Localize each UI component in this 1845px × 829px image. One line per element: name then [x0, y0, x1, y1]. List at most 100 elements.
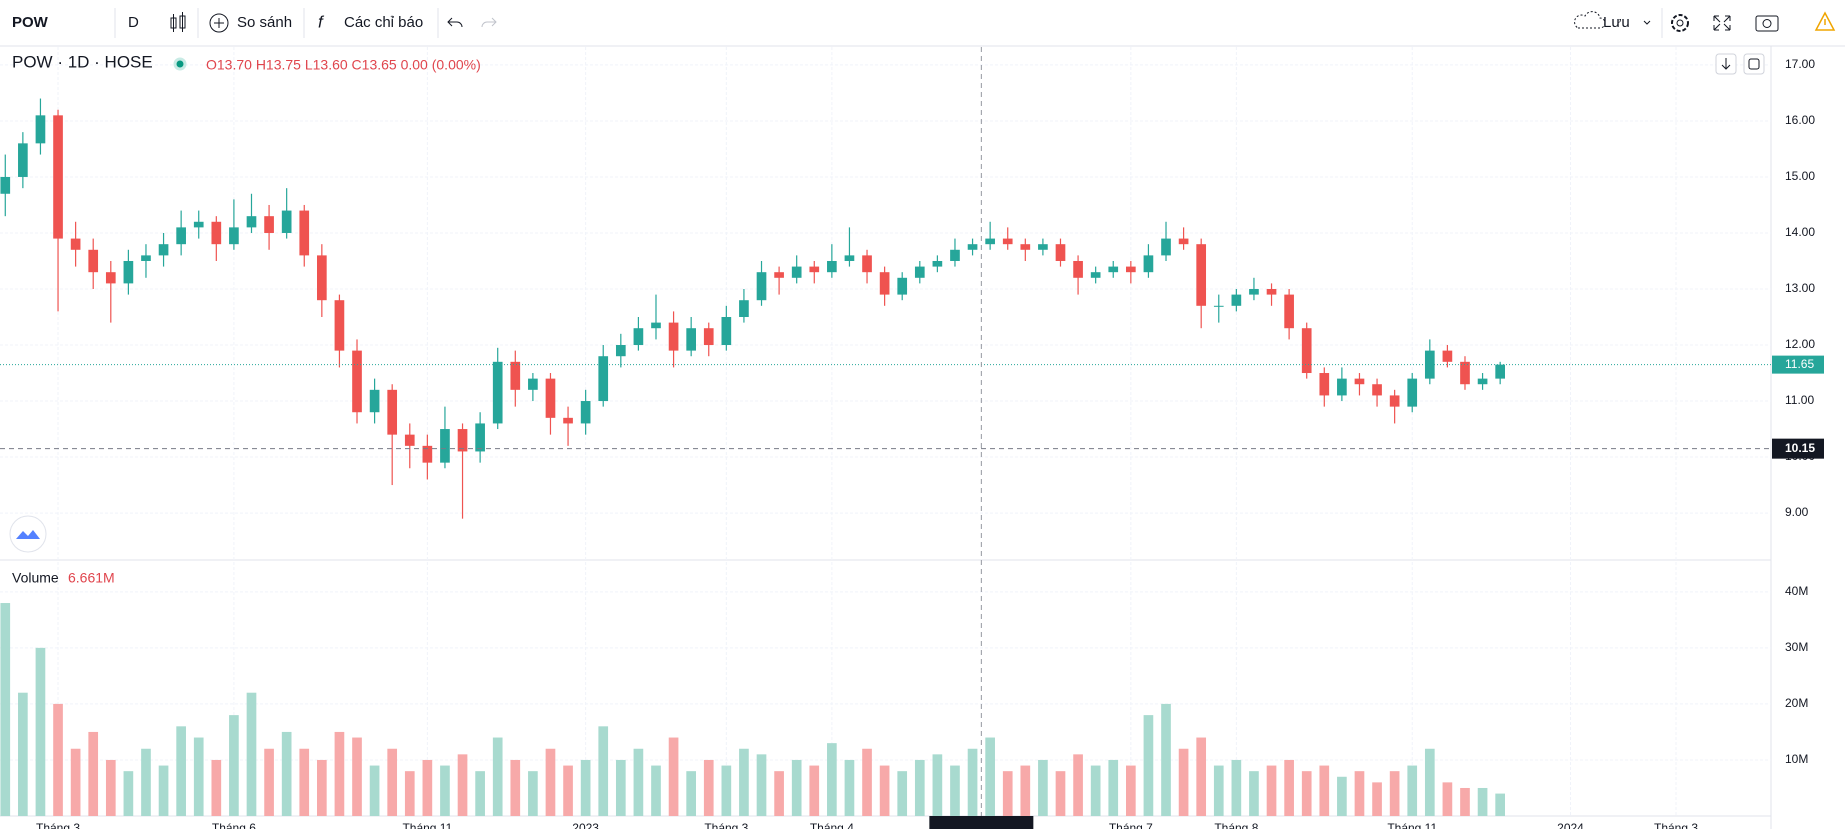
- logo-badge[interactable]: [9, 515, 47, 553]
- candle-body: [18, 143, 28, 177]
- volume-bar: [0, 603, 11, 816]
- chart-type-icon[interactable]: [170, 12, 186, 32]
- indicators-button[interactable]: Các chỉ báo: [344, 14, 423, 31]
- toolbar: [0, 0, 1845, 46]
- volume-bar: [545, 748, 556, 816]
- candle-body: [123, 260, 134, 284]
- candle-body: [879, 272, 890, 295]
- candle-body: [492, 361, 503, 424]
- candle-body: [422, 445, 433, 463]
- candle-body: [1002, 238, 1013, 245]
- fullscreen[interactable]: [1713, 15, 1731, 31]
- volume-bar: [1002, 771, 1013, 816]
- volume-bar: [950, 765, 960, 816]
- scroll-icon: [1721, 58, 1731, 70]
- candle-body: [475, 423, 485, 452]
- grid: 9.0010.0011.0012.0013.0014.0015.0016.001…: [0, 47, 1815, 829]
- candle-body: [457, 429, 468, 452]
- volume-bar: [633, 748, 644, 816]
- compare-icon[interactable]: [209, 13, 229, 33]
- screenshot[interactable]: [1755, 15, 1779, 32]
- candle-body: [0, 176, 11, 194]
- candle-body: [703, 328, 714, 346]
- volume-bar: [827, 743, 837, 816]
- volume-bar: [35, 647, 46, 816]
- candle-body: [932, 260, 943, 267]
- screenshot-lens: [1762, 19, 1772, 28]
- volume-bar: [404, 771, 415, 816]
- candle-body: [369, 389, 380, 413]
- candle-body: [281, 210, 292, 233]
- candle-body: [1337, 378, 1347, 396]
- volume-bar: [528, 771, 538, 816]
- volume-bar: [1126, 765, 1136, 816]
- candle-body: [158, 244, 169, 256]
- volume-bar: [703, 759, 714, 816]
- candle-body: [1073, 260, 1083, 278]
- volume-bar: [756, 754, 767, 816]
- volume-bar: [791, 759, 802, 816]
- redo[interactable]: [481, 17, 497, 28]
- volume-bar: [1407, 765, 1418, 816]
- undo[interactable]: [447, 17, 463, 28]
- cloud-icon[interactable]: [1574, 11, 1606, 29]
- volume-bar: [1090, 765, 1101, 816]
- volume-bar: [1477, 787, 1488, 816]
- candle-body: [1424, 350, 1435, 379]
- volume-bar: [1231, 759, 1242, 816]
- volume-value: 6.661M: [68, 570, 115, 586]
- volume-bar: [598, 726, 609, 816]
- candle-body: [1090, 272, 1101, 278]
- volume-tick-label: 40M: [1785, 584, 1808, 598]
- volume-bar: [844, 759, 855, 816]
- candle-body: [1372, 384, 1382, 396]
- candle-body: [633, 328, 644, 346]
- candle-body: [1126, 266, 1136, 273]
- candle-body: [985, 238, 995, 245]
- warning[interactable]: [1814, 11, 1836, 31]
- compare-button[interactable]: So sánh: [237, 14, 292, 31]
- save-button[interactable]: Lưu: [1603, 14, 1630, 31]
- symbol[interactable]: POW: [12, 14, 49, 31]
- interval[interactable]: D: [128, 14, 139, 31]
- volume-bar: [809, 765, 820, 816]
- candle-body: [352, 350, 362, 413]
- save-menu[interactable]: [1643, 20, 1651, 25]
- reset-button[interactable]: [1743, 53, 1765, 75]
- x-tick-label: Tháng 3: [36, 821, 80, 829]
- y-tick-label: 16.00: [1785, 113, 1815, 127]
- volume-bar: [879, 765, 890, 816]
- indicators-icon[interactable]: f: [318, 12, 325, 31]
- volume-bar: [897, 771, 908, 816]
- volume-bar: [264, 748, 274, 816]
- candle-body: [264, 216, 274, 233]
- candle-body: [105, 272, 116, 284]
- volume-bar: [1301, 771, 1312, 816]
- candle-body: [1020, 244, 1031, 250]
- candle-body: [1477, 378, 1488, 385]
- candle-body: [510, 361, 521, 390]
- volume-bar: [1284, 759, 1294, 816]
- volume-bar: [53, 703, 63, 816]
- crosshair-price-label: 10.15: [1785, 441, 1815, 455]
- volume-bar: [651, 765, 661, 816]
- candle-body: [317, 255, 327, 301]
- y-tick-label: 13.00: [1785, 281, 1815, 295]
- candle-body: [1495, 364, 1505, 379]
- volume-bar: [1319, 765, 1330, 816]
- volume-bar: [352, 737, 362, 816]
- volume-bar: [1020, 765, 1031, 816]
- settings[interactable]: [1671, 14, 1689, 32]
- candle-body: [141, 255, 151, 261]
- candle-body: [387, 389, 398, 435]
- market-status[interactable]: [173, 57, 187, 71]
- candle-body: [1442, 350, 1453, 362]
- volume-tick-label: 20M: [1785, 696, 1808, 710]
- volume-bar: [1038, 759, 1048, 816]
- volume-bar: [615, 759, 626, 816]
- volume-bar: [70, 748, 81, 816]
- candle-body: [1301, 328, 1312, 374]
- candle-body: [827, 260, 837, 273]
